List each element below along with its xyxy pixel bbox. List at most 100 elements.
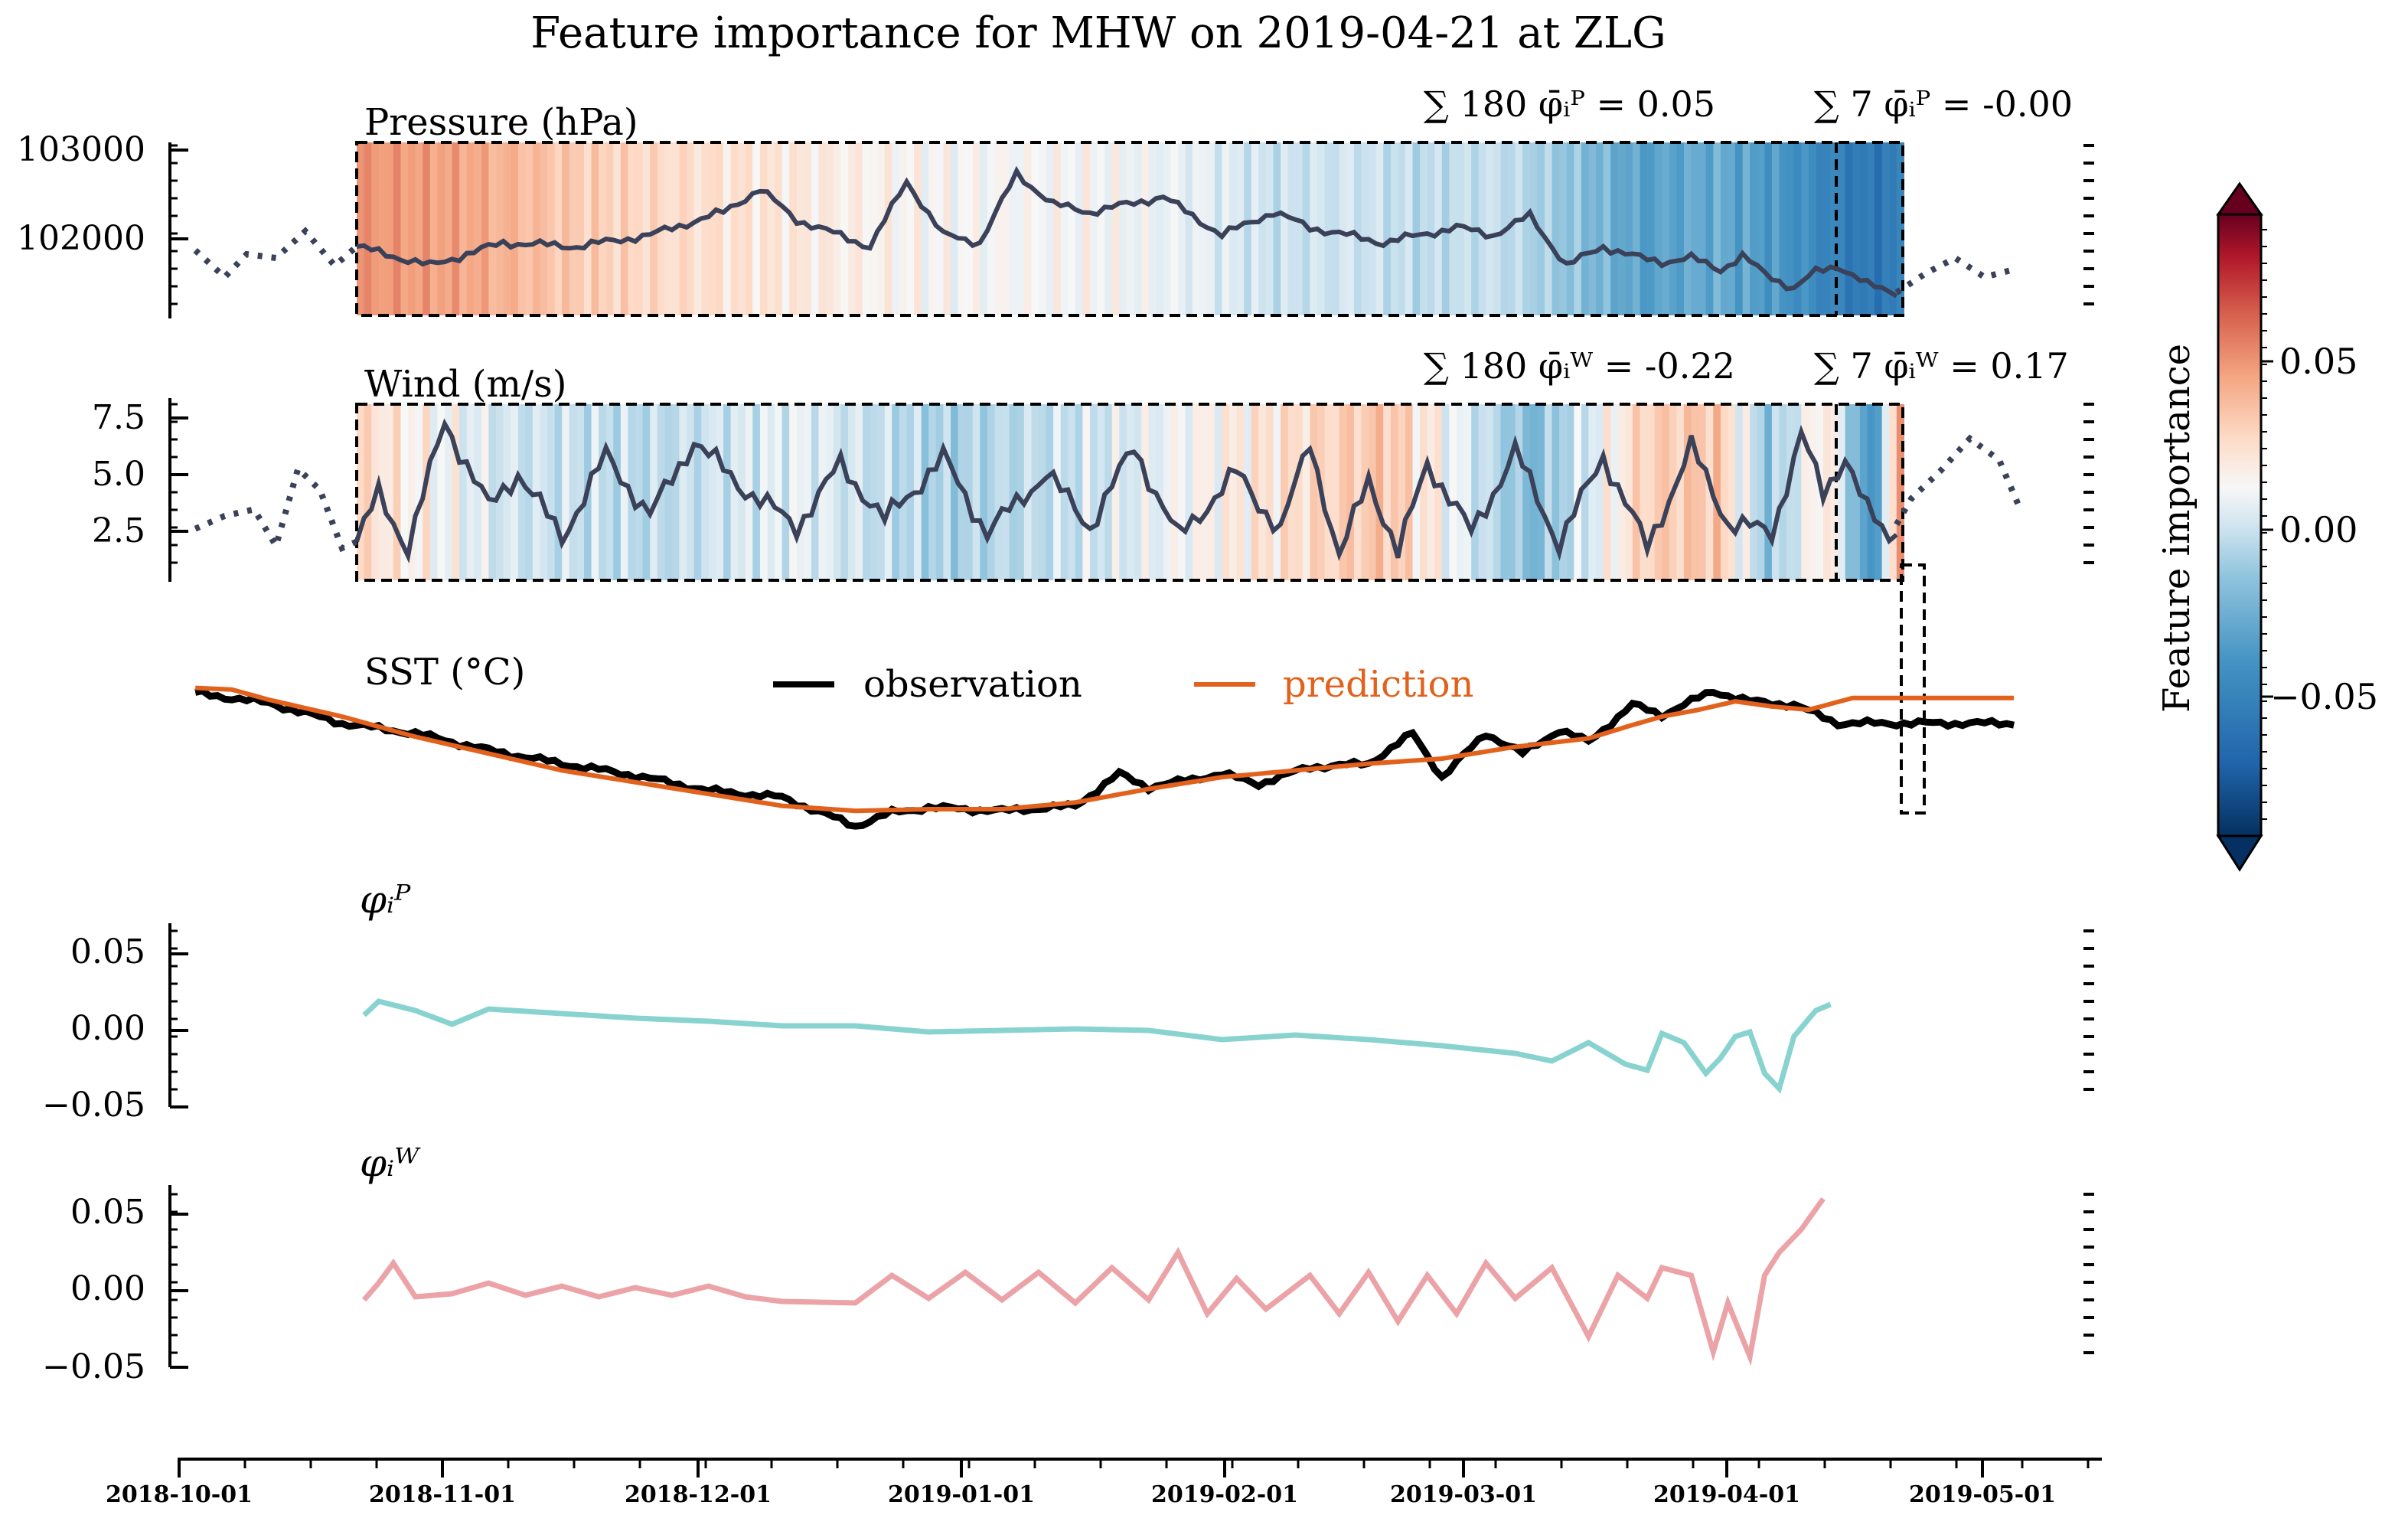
pressure-importance-cell <box>1141 142 1150 315</box>
pressure-importance-cell <box>466 142 475 315</box>
wind-sum-180: ∑ 180 φ̄ᵢᵂ = -0.22 <box>1424 345 1735 387</box>
pressure-importance-cell <box>775 142 783 315</box>
pressure-importance-cell <box>1728 142 1736 315</box>
pressure-importance-cell <box>708 142 716 315</box>
wind-importance-cell <box>642 404 651 580</box>
wind-importance-cell <box>1193 404 1201 580</box>
pressure-importance-cell <box>400 142 409 315</box>
wind-importance-cell <box>1434 404 1443 580</box>
pressure-importance-cell <box>599 142 607 315</box>
wind-importance-cell <box>1713 404 1721 580</box>
pressure-importance-cell <box>1375 142 1384 315</box>
pressure-importance-cell <box>1339 142 1347 315</box>
wind-importance-cell <box>562 404 570 580</box>
wind-importance-cell <box>540 404 548 580</box>
wind-importance-cell <box>943 404 951 580</box>
pressure-importance-cell <box>1170 142 1179 315</box>
wind-importance-cell <box>1398 404 1406 580</box>
pressure-importance-cell <box>1808 142 1816 315</box>
pressure-importance-cell <box>1867 142 1875 315</box>
wind-label: Wind (m/s) <box>364 363 567 406</box>
pressure-importance-cell <box>591 142 599 315</box>
phiW-panel: φᵢᵂ 0.05 0.00 −0.05 <box>42 1141 1826 1386</box>
pressure-importance-cell <box>906 142 915 315</box>
wind-importance-cell <box>1728 404 1736 580</box>
pressure-importance-cell <box>723 142 732 315</box>
wind-importance-cell <box>935 404 944 580</box>
pressure-importance-cell <box>1434 142 1443 315</box>
pressure-importance-cell <box>767 142 775 315</box>
pressure-importance-cell <box>1457 142 1465 315</box>
pressure-ytick-label-102000: 102000 <box>17 219 145 258</box>
pressure-importance-cell <box>951 142 959 315</box>
wind-importance-cell <box>466 404 475 580</box>
wind-importance-cell <box>1390 404 1398 580</box>
wind-importance-cell <box>1574 404 1582 580</box>
pressure-importance-cell <box>1148 142 1157 315</box>
wind-importance-cell <box>517 404 526 580</box>
wind-y-ticks <box>170 403 188 564</box>
pressure-importance-cell <box>1478 142 1486 315</box>
wind-importance-cell <box>723 404 732 580</box>
wind-importance-cell <box>687 404 695 580</box>
wind-importance-cell <box>1457 404 1465 580</box>
wind-importance-cell <box>599 404 607 580</box>
wind-importance-cell <box>1654 404 1662 580</box>
wind-importance-cell <box>605 404 614 580</box>
wind-importance-cell <box>400 404 409 580</box>
wind-importance-cell <box>1038 404 1047 580</box>
phiP-ytick-label-0.00: 0.00 <box>70 1009 145 1048</box>
pressure-importance-cell <box>1075 142 1083 315</box>
pressure-importance-cell <box>1412 142 1421 315</box>
wind-importance-cell <box>1875 404 1883 580</box>
wind-importance-cell <box>1852 404 1861 580</box>
focus-day-box <box>1900 563 1926 815</box>
wind-importance-cell <box>1676 404 1685 580</box>
pressure-label: Pressure (hPa) <box>364 101 638 144</box>
pressure-importance-cell <box>371 142 380 315</box>
wind-series-outside-left <box>194 462 358 554</box>
phiP-y-ticks <box>170 929 188 1108</box>
pressure-importance-cell <box>943 142 951 315</box>
pressure-importance-cell <box>921 142 929 315</box>
wind-importance-cell <box>671 404 680 580</box>
wind-importance-cell <box>445 404 453 580</box>
pressure-importance-cell <box>1390 142 1398 315</box>
pressure-importance-cell <box>1111 142 1120 315</box>
wind-importance-cell <box>650 404 658 580</box>
wind-importance-cell <box>488 404 497 580</box>
x-axis: 2018-10-01 2018-11-01 2018-12-01 2019-01… <box>106 1458 2102 1508</box>
pressure-importance-cell <box>532 142 541 315</box>
colorbar-body <box>2217 213 2263 837</box>
pressure-importance-cell <box>1647 142 1656 315</box>
pressure-importance-cell <box>1596 142 1604 315</box>
pressure-importance-cell <box>693 142 702 315</box>
xtick-label-2019-04-01: 2019-04-01 <box>1653 1481 1800 1508</box>
pressure-importance-cell <box>833 142 841 315</box>
pressure-importance-cell <box>1845 142 1853 315</box>
pressure-importance-cell <box>1508 142 1516 315</box>
pressure-importance-cell <box>1134 142 1142 315</box>
pressure-importance-cell <box>576 142 585 315</box>
wind-importance-cell <box>591 404 599 580</box>
wind-ytick-label-2.5: 2.5 <box>92 511 145 550</box>
wind-importance-cell <box>1068 404 1076 580</box>
wind-importance-cell <box>1537 404 1545 580</box>
wind-importance-cell <box>1610 404 1619 580</box>
pressure-importance-cell <box>1896 142 1904 315</box>
pressure-importance-cell <box>1684 142 1692 315</box>
wind-importance-cell <box>547 404 556 580</box>
wind-importance-cell <box>664 404 673 580</box>
pressure-importance-cell <box>1610 142 1619 315</box>
wind-ytick-label-7.5: 7.5 <box>92 398 145 437</box>
pressure-importance-cell <box>1750 142 1758 315</box>
wind-importance-cell <box>1016 404 1025 580</box>
pressure-importance-cell <box>928 142 937 315</box>
pressure-importance-cell <box>965 142 974 315</box>
pressure-importance-cell <box>1251 142 1259 315</box>
pressure-importance-cell <box>1163 142 1171 315</box>
wind-importance-cell <box>759 404 768 580</box>
pressure-importance-cell <box>503 142 511 315</box>
pressure-importance-cell <box>1178 142 1186 315</box>
